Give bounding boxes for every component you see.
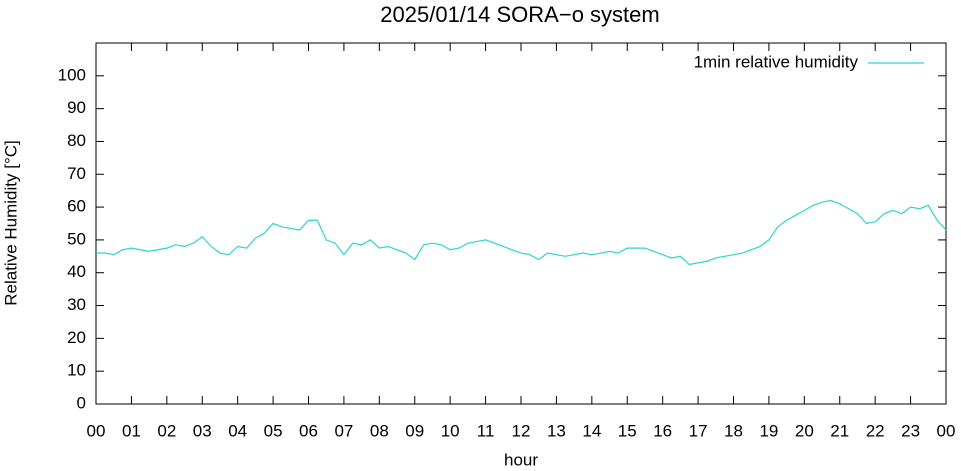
plot-frame — [95, 42, 947, 405]
x-tick-label: 16 — [653, 421, 672, 440]
y-tick-label: 40 — [67, 262, 86, 281]
x-tick-label: 14 — [582, 421, 601, 440]
x-tick-label: 23 — [901, 421, 920, 440]
x-tick-label: 07 — [334, 421, 353, 440]
chart-title: 2025/01/14 SORA−o system — [380, 2, 659, 27]
x-tick-label: 06 — [299, 421, 318, 440]
x-tick-label: 03 — [193, 421, 212, 440]
x-tick-label: 13 — [547, 421, 566, 440]
legend-label: 1min relative humidity — [694, 52, 859, 71]
y-tick-label: 90 — [67, 98, 86, 117]
x-tick-label: 08 — [370, 421, 389, 440]
x-tick-label: 09 — [405, 421, 424, 440]
x-tick-label: 21 — [830, 421, 849, 440]
x-tick-label: 02 — [157, 421, 176, 440]
x-tick-label: 01 — [122, 421, 141, 440]
x-tick-label: 20 — [795, 421, 814, 440]
x-tick-label: 10 — [441, 421, 460, 440]
x-axis-label: hour — [504, 450, 538, 469]
y-tick-label: 60 — [67, 197, 86, 216]
x-tick-label: 11 — [477, 421, 495, 440]
x-tick-label: 00 — [937, 421, 956, 440]
x-tick-label: 04 — [228, 421, 247, 440]
x-tick-label: 15 — [618, 421, 637, 440]
data-line — [96, 199, 947, 266]
y-tick-label: 70 — [67, 164, 86, 183]
x-tick-label: 22 — [866, 421, 885, 440]
x-tick-label: 18 — [724, 421, 743, 440]
x-tick-label: 17 — [689, 421, 708, 440]
y-tick-label: 50 — [67, 229, 86, 248]
y-tick-label: 100 — [58, 65, 86, 84]
y-tick-label: 20 — [67, 328, 86, 347]
y-tick-label: 80 — [67, 131, 86, 150]
y-axis-label: Relative Humidity [°C] — [1, 140, 20, 306]
x-tick-label: 00 — [87, 421, 106, 440]
x-tick-label: 12 — [512, 421, 531, 440]
y-tick-label: 0 — [77, 393, 86, 412]
x-tick-label: 05 — [264, 421, 283, 440]
x-tick-label: 19 — [759, 421, 778, 440]
y-tick-label: 30 — [67, 295, 86, 314]
y-tick-label: 10 — [67, 361, 86, 380]
